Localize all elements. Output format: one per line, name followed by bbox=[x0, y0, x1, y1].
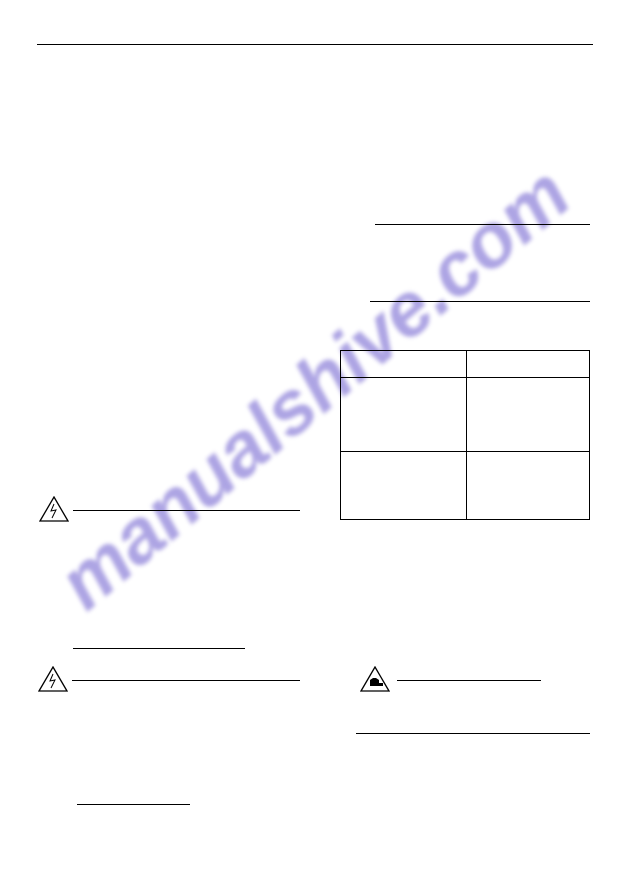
top-divider bbox=[37, 44, 593, 45]
warning-bolt-icon bbox=[38, 666, 68, 692]
table-row-divider bbox=[341, 377, 589, 378]
section-rule bbox=[370, 301, 590, 302]
section-rule bbox=[73, 648, 245, 649]
table-col-divider bbox=[466, 351, 467, 519]
warning-bolt-icon bbox=[39, 496, 69, 522]
warning-hand-icon bbox=[360, 666, 390, 692]
section-rule bbox=[72, 680, 300, 681]
page: manualshive.com bbox=[0, 0, 630, 892]
section-rule bbox=[356, 733, 590, 734]
section-rule bbox=[375, 224, 590, 225]
table-row-divider bbox=[341, 451, 589, 452]
section-rule bbox=[77, 804, 190, 805]
section-rule bbox=[73, 510, 300, 511]
section-rule bbox=[397, 680, 541, 681]
data-table bbox=[340, 350, 590, 520]
